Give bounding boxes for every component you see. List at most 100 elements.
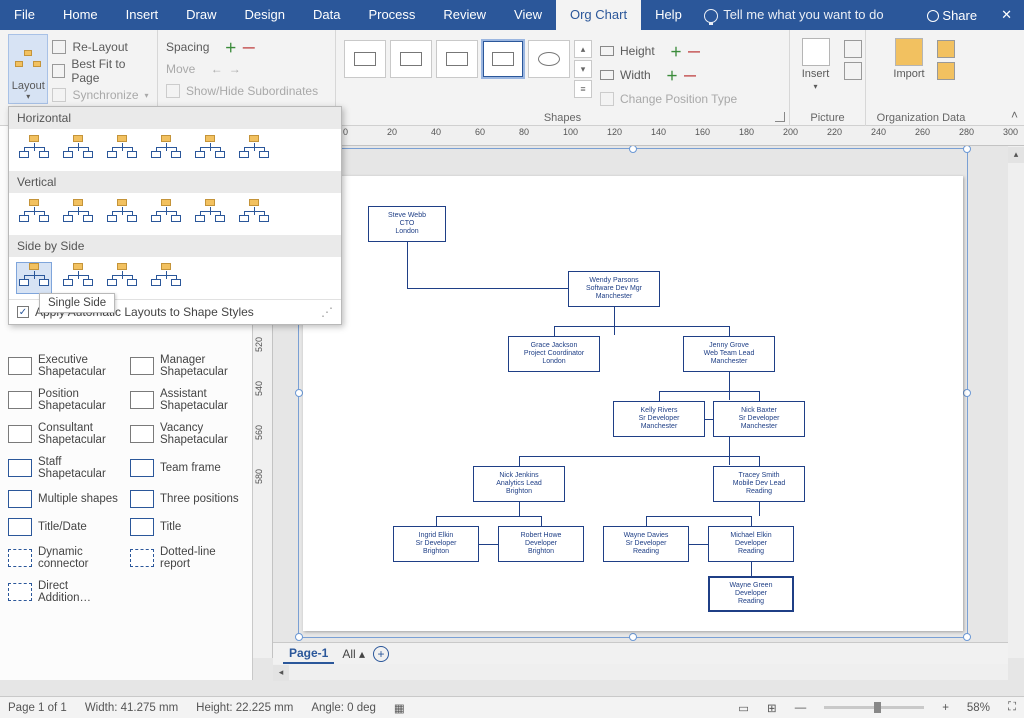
page-tab-1[interactable]: Page-1	[283, 644, 334, 664]
layout-thumb[interactable]	[61, 263, 95, 293]
change-position-type[interactable]: Change Position Type	[620, 92, 737, 106]
org-node-d3[interactable]: Wayne DaviesSr DeveloperReading	[603, 526, 689, 562]
shape-stencil-item[interactable]: Dynamic connector	[6, 544, 124, 572]
org-node-devmgr[interactable]: Wendy ParsonsSoftware Dev MgrManchester	[568, 271, 660, 307]
layout-thumb[interactable]	[237, 135, 271, 165]
layout-thumb[interactable]	[105, 135, 139, 165]
macro-icon[interactable]: ▦	[394, 701, 405, 715]
shape-stencil-item[interactable]: Manager Shapetacular	[128, 352, 246, 380]
height-decrease[interactable]: —	[688, 44, 700, 58]
shape-stencil-item[interactable]: Title	[128, 516, 246, 538]
org-connector[interactable]	[646, 516, 752, 517]
org-node-d4[interactable]: Michael ElkinDeveloperReading	[708, 526, 794, 562]
gallery-resize-icon[interactable]: ⋰	[321, 305, 333, 319]
zoom-slider[interactable]	[824, 706, 924, 709]
org-connector[interactable]	[519, 456, 759, 457]
layout-thumb[interactable]	[61, 199, 95, 229]
vertical-scrollbar[interactable]: ▴	[1008, 146, 1024, 658]
close-icon[interactable]: ✕	[989, 7, 1024, 23]
menu-tab-file[interactable]: File	[0, 0, 49, 30]
import-button[interactable]: Import	[887, 38, 931, 80]
org-connector[interactable]	[759, 456, 760, 466]
org-connector[interactable]	[751, 562, 752, 576]
spacing-increase-button[interactable]: ＋	[225, 39, 237, 56]
add-page-button[interactable]: +	[373, 646, 389, 662]
height-increase[interactable]: ＋	[670, 43, 682, 60]
org-connector[interactable]	[751, 516, 752, 526]
layout-thumb[interactable]	[149, 199, 183, 229]
shape-gallery-down[interactable]: ▾	[574, 60, 592, 78]
layout-thumb[interactable]	[237, 199, 271, 229]
org-node-cto[interactable]: Steve WebbCTOLondon	[368, 206, 446, 242]
org-connector[interactable]	[614, 307, 615, 335]
fit-window-icon[interactable]: ⛶	[1008, 701, 1016, 714]
org-connector[interactable]	[519, 502, 520, 516]
width-increase[interactable]: ＋	[666, 67, 678, 84]
org-connector[interactable]	[689, 544, 708, 545]
org-connector[interactable]	[479, 544, 498, 545]
org-connector[interactable]	[729, 326, 730, 336]
org-node-d1[interactable]: Ingrid ElkinSr DeveloperBrighton	[393, 526, 479, 562]
tell-me-search[interactable]: Tell me what you want to do	[696, 7, 884, 23]
shape-style-5[interactable]	[528, 40, 570, 78]
synchronize-button[interactable]: Synchronize▾	[52, 84, 149, 106]
org-connector[interactable]	[519, 456, 520, 466]
shape-style-3[interactable]	[436, 40, 478, 78]
layout-thumb[interactable]	[149, 263, 183, 293]
export-icon[interactable]	[937, 40, 955, 58]
org-node-sr1[interactable]: Kelly RiversSr DeveloperManchester	[613, 401, 705, 437]
org-connector[interactable]	[436, 516, 542, 517]
org-connector[interactable]	[705, 419, 713, 420]
share-button[interactable]: Share	[915, 8, 989, 23]
menu-tab-insert[interactable]: Insert	[112, 0, 173, 30]
width-decrease[interactable]: —	[684, 68, 696, 82]
org-connector[interactable]	[646, 516, 647, 526]
spacing-decrease-button[interactable]: —	[243, 40, 255, 54]
shape-gallery-up[interactable]: ▴	[574, 40, 592, 58]
org-connector[interactable]	[407, 288, 569, 289]
org-connector[interactable]	[729, 372, 730, 400]
org-node-ana[interactable]: Nick JenkinsAnalytics LeadBrighton	[473, 466, 565, 502]
move-left-button[interactable]: ←	[211, 62, 223, 76]
org-node-mob[interactable]: Tracey SmithMobile Dev LeadReading	[713, 466, 805, 502]
insert-picture-button[interactable]: Insert▾	[794, 38, 838, 91]
org-node-d5[interactable]: Wayne GreenDeveloperReading	[708, 576, 794, 612]
layout-thumb[interactable]	[105, 263, 139, 293]
drawing-canvas[interactable]: Steve WebbCTOLondon Wendy ParsonsSoftware…	[273, 146, 1008, 658]
menu-tab-data[interactable]: Data	[299, 0, 354, 30]
layout-thumb[interactable]	[149, 135, 183, 165]
shape-stencil-item[interactable]: Executive Shapetacular	[6, 352, 124, 380]
shape-stencil-item[interactable]: Vacancy Shapetacular	[128, 420, 246, 448]
menu-tab-design[interactable]: Design	[231, 0, 299, 30]
menu-tab-home[interactable]: Home	[49, 0, 112, 30]
show-picture-icon[interactable]	[844, 62, 862, 80]
org-node-d2[interactable]: Robert HoweDeveloperBrighton	[498, 526, 584, 562]
best-fit-button[interactable]: Best Fit to Page	[52, 60, 149, 82]
shape-stencil-item[interactable]: Team frame	[128, 454, 246, 482]
org-connector[interactable]	[554, 326, 555, 336]
menu-tab-view[interactable]: View	[500, 0, 556, 30]
shape-stencil-item[interactable]: Dotted-line report	[128, 544, 246, 572]
move-right-button[interactable]: →	[229, 62, 241, 76]
menu-tab-draw[interactable]: Draw	[172, 0, 230, 30]
shape-stencil-item[interactable]: Position Shapetacular	[6, 386, 124, 414]
layout-dropdown-button[interactable]: Layout▾	[8, 34, 48, 104]
shape-stencil-item[interactable]: Multiple shapes	[6, 488, 124, 510]
delete-picture-icon[interactable]	[844, 40, 862, 58]
show-hide-subordinates-button[interactable]: Show/Hide Subordinates	[186, 84, 318, 98]
layout-thumb[interactable]	[17, 135, 51, 165]
org-connector[interactable]	[541, 516, 542, 526]
menu-tab-help[interactable]: Help	[641, 0, 696, 30]
org-connector[interactable]	[659, 391, 660, 401]
zoom-level[interactable]: 58%	[967, 702, 990, 714]
org-connector[interactable]	[659, 391, 759, 392]
shape-stencil-item[interactable]: Direct Addition…	[6, 578, 124, 606]
presentation-mode-icon[interactable]: ▭	[738, 701, 749, 715]
layout-thumb[interactable]	[17, 263, 51, 293]
org-connector[interactable]	[407, 242, 408, 288]
shape-stencil-item[interactable]: Staff Shapetacular	[6, 454, 124, 482]
shape-stencil-item[interactable]: Consultant Shapetacular	[6, 420, 124, 448]
layout-thumb[interactable]	[61, 135, 95, 165]
zoom-in-button[interactable]: +	[942, 702, 949, 714]
org-connector[interactable]	[759, 391, 760, 401]
